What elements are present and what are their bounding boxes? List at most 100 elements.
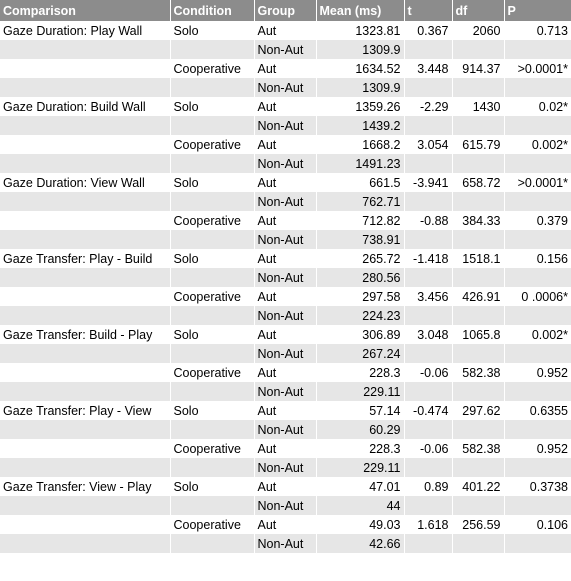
- cell-condition: Cooperative: [170, 363, 255, 382]
- cell-p: [504, 344, 571, 363]
- cell-t: [404, 154, 453, 173]
- cell-df: 297.62: [452, 401, 505, 420]
- header-row: Comparison Condition Group Mean (ms) t df P: [0, 0, 571, 21]
- cell-t: [404, 496, 453, 515]
- cell-condition: Solo: [170, 173, 255, 192]
- cell-group: Non-Aut: [254, 458, 317, 477]
- cell-df: 256.59: [452, 515, 505, 534]
- table-row: Cooperative Aut 228.3 -0.06 582.38 0.952: [0, 439, 571, 458]
- cell-df: [452, 40, 505, 59]
- table-row: Non-Aut 738.91: [0, 230, 571, 249]
- cell-mean: 267.24: [316, 344, 405, 363]
- cell-p: [504, 230, 571, 249]
- cell-df: 914.37: [452, 59, 505, 78]
- cell-t: 1.618: [404, 515, 453, 534]
- table-row: Cooperative Aut 712.82 -0.88 384.33 0.379: [0, 211, 571, 230]
- cell-t: -3.941: [404, 173, 453, 192]
- cell-comparison: [0, 306, 171, 325]
- cell-group: Aut: [254, 287, 317, 306]
- cell-df: [452, 78, 505, 97]
- cell-mean: 228.3: [316, 363, 405, 382]
- cell-condition: [170, 40, 255, 59]
- cell-comparison: [0, 287, 171, 306]
- table-row: Gaze Transfer: Play - Build Solo Aut 265.72…: [0, 249, 571, 268]
- results-table: Comparison Condition Group Mean (ms) t df P Ga…: [0, 0, 571, 553]
- cell-condition: Cooperative: [170, 515, 255, 534]
- cell-t: -0.06: [404, 439, 453, 458]
- cell-df: [452, 382, 505, 401]
- cell-group: Aut: [254, 211, 317, 230]
- table-row: Gaze Transfer: Build - Play Solo Aut 306.89…: [0, 325, 571, 344]
- cell-p: [504, 458, 571, 477]
- cell-df: 426.91: [452, 287, 505, 306]
- cell-p: 0 .0006*: [504, 287, 571, 306]
- cell-mean: 265.72: [316, 249, 405, 268]
- cell-condition: [170, 344, 255, 363]
- cell-mean: 1309.9: [316, 78, 405, 97]
- table-row: Cooperative Aut 1668.2 3.054 615.79 0.002*: [0, 135, 571, 154]
- cell-comparison: [0, 515, 171, 534]
- cell-t: -0.06: [404, 363, 453, 382]
- cell-mean: 228.3: [316, 439, 405, 458]
- cell-p: 0.952: [504, 439, 571, 458]
- cell-mean: 1439.2: [316, 116, 405, 135]
- cell-t: 3.054: [404, 135, 453, 154]
- cell-df: 1518.1: [452, 249, 505, 268]
- cell-mean: 1323.81: [316, 21, 405, 40]
- cell-comparison: [0, 382, 171, 401]
- cell-p: [504, 534, 571, 553]
- cell-df: [452, 116, 505, 135]
- cell-df: 401.22: [452, 477, 505, 496]
- cell-mean: 1634.52: [316, 59, 405, 78]
- cell-df: 1065.8: [452, 325, 505, 344]
- cell-p: [504, 382, 571, 401]
- cell-group: Non-Aut: [254, 40, 317, 59]
- cell-condition: [170, 382, 255, 401]
- cell-t: 3.456: [404, 287, 453, 306]
- cell-mean: 1668.2: [316, 135, 405, 154]
- cell-group: Non-Aut: [254, 382, 317, 401]
- cell-mean: 229.11: [316, 382, 405, 401]
- cell-t: [404, 306, 453, 325]
- cell-t: -0.474: [404, 401, 453, 420]
- cell-condition: Cooperative: [170, 439, 255, 458]
- cell-comparison: [0, 496, 171, 515]
- cell-group: Non-Aut: [254, 268, 317, 287]
- cell-comparison: Gaze Duration: Play Wall: [0, 21, 171, 40]
- cell-t: [404, 116, 453, 135]
- cell-condition: [170, 496, 255, 515]
- cell-t: -0.88: [404, 211, 453, 230]
- cell-df: 2060: [452, 21, 505, 40]
- cell-mean: 306.89: [316, 325, 405, 344]
- cell-df: [452, 306, 505, 325]
- cell-p: >0.0001*: [504, 173, 571, 192]
- cell-t: 3.048: [404, 325, 453, 344]
- cell-group: Aut: [254, 363, 317, 382]
- cell-df: [452, 230, 505, 249]
- table-body: Gaze Duration: Play Wall Solo Aut 1323.81 0.…: [0, 21, 571, 553]
- cell-mean: 42.66: [316, 534, 405, 553]
- cell-t: [404, 268, 453, 287]
- cell-df: [452, 458, 505, 477]
- cell-df: [452, 496, 505, 515]
- cell-mean: 297.58: [316, 287, 405, 306]
- table-row: Non-Aut 762.71: [0, 192, 571, 211]
- cell-group: Non-Aut: [254, 420, 317, 439]
- table-row: Gaze Duration: View Wall Solo Aut 661.5 -3.9…: [0, 173, 571, 192]
- table-row: Non-Aut 1439.2: [0, 116, 571, 135]
- table-row: Non-Aut 280.56: [0, 268, 571, 287]
- cell-p: 0.02*: [504, 97, 571, 116]
- cell-group: Aut: [254, 515, 317, 534]
- cell-p: [504, 306, 571, 325]
- cell-condition: [170, 154, 255, 173]
- table-row: Gaze Duration: Play Wall Solo Aut 1323.81 0.…: [0, 21, 571, 40]
- cell-p: [504, 116, 571, 135]
- cell-p: [504, 496, 571, 515]
- cell-comparison: Gaze Transfer: Play - Build: [0, 249, 171, 268]
- table-row: Non-Aut 1491.23: [0, 154, 571, 173]
- cell-condition: Solo: [170, 21, 255, 40]
- cell-mean: 57.14: [316, 401, 405, 420]
- cell-condition: [170, 268, 255, 287]
- cell-p: [504, 40, 571, 59]
- cell-comparison: [0, 211, 171, 230]
